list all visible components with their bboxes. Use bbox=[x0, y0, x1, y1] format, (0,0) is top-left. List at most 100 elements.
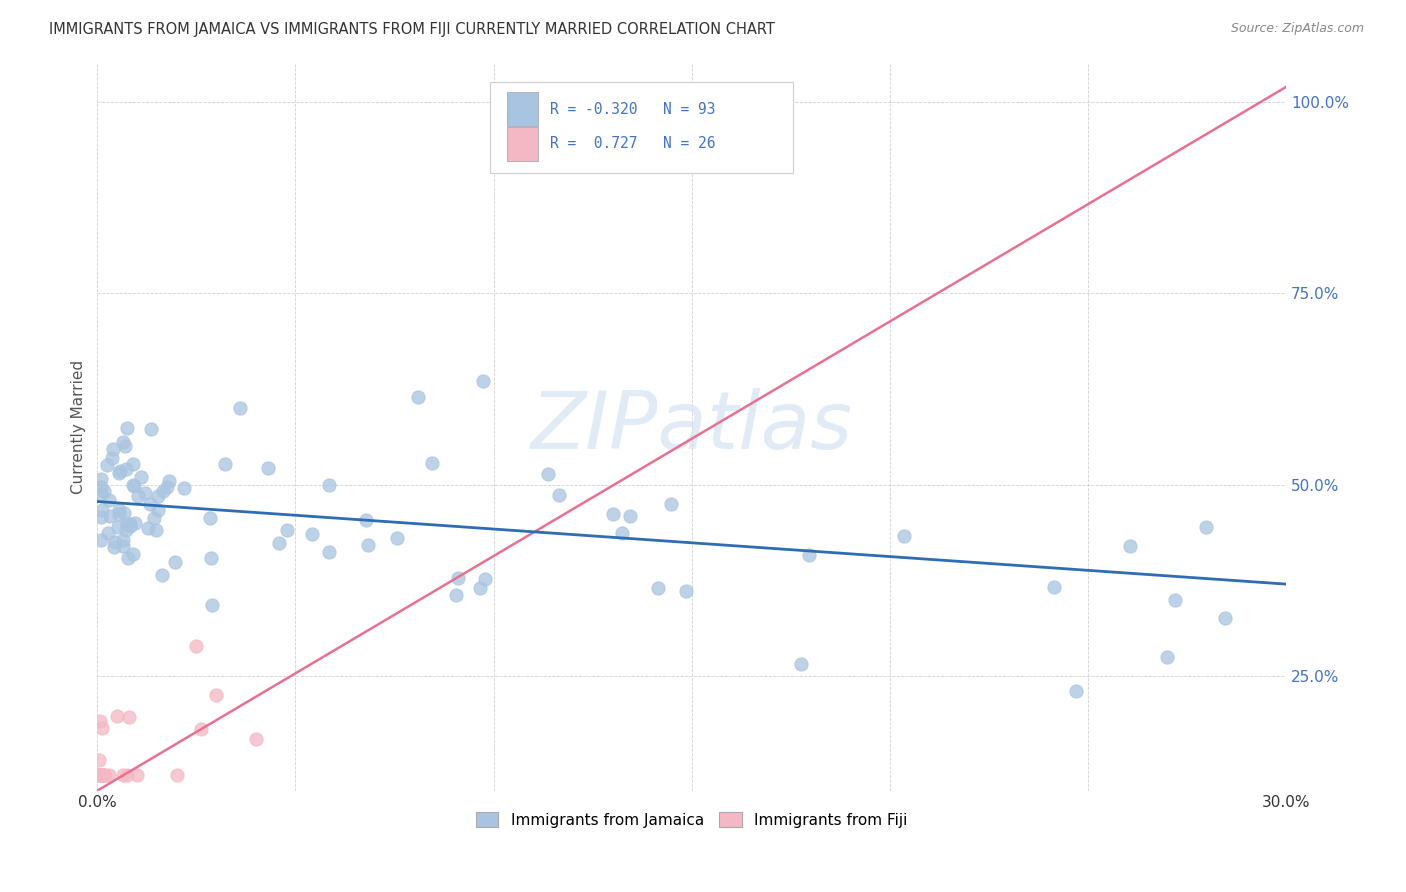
Point bbox=[112, 768, 135, 782]
Point bbox=[1064, 684, 1087, 698]
Point bbox=[201, 598, 224, 612]
Point bbox=[420, 456, 443, 470]
Text: IMMIGRANTS FROM JAMAICA VS IMMIGRANTS FROM FIJI CURRENTLY MARRIED CORRELATION CH: IMMIGRANTS FROM JAMAICA VS IMMIGRANTS FR… bbox=[49, 22, 775, 37]
Point bbox=[619, 509, 641, 524]
Point bbox=[354, 513, 377, 527]
Point bbox=[98, 509, 121, 524]
Point bbox=[90, 509, 112, 524]
Point bbox=[121, 547, 143, 561]
Point bbox=[90, 768, 112, 782]
Point bbox=[91, 768, 114, 782]
Point bbox=[186, 639, 208, 653]
Text: ZIPatlas: ZIPatlas bbox=[530, 388, 852, 467]
Point bbox=[91, 502, 114, 516]
Point bbox=[117, 517, 139, 532]
Point bbox=[198, 510, 221, 524]
Text: N = 26: N = 26 bbox=[664, 136, 716, 152]
Point bbox=[101, 451, 124, 466]
Point bbox=[114, 439, 136, 453]
Point bbox=[105, 708, 128, 723]
Point bbox=[134, 486, 156, 500]
Point bbox=[1156, 649, 1178, 664]
Point bbox=[112, 435, 135, 450]
Point bbox=[98, 768, 121, 782]
Point bbox=[143, 511, 166, 525]
Point bbox=[108, 465, 131, 479]
Text: R =  0.727: R = 0.727 bbox=[550, 136, 638, 152]
Point bbox=[200, 550, 222, 565]
Point bbox=[385, 531, 408, 545]
Point bbox=[117, 768, 139, 782]
Point bbox=[267, 536, 290, 550]
Point bbox=[111, 539, 134, 553]
Point bbox=[118, 710, 141, 724]
Point bbox=[318, 478, 340, 492]
Point bbox=[90, 768, 112, 782]
Y-axis label: Currently Married: Currently Married bbox=[72, 360, 86, 494]
Point bbox=[93, 768, 115, 782]
Point bbox=[470, 581, 492, 595]
Point bbox=[446, 571, 468, 585]
Point bbox=[124, 516, 146, 530]
Point bbox=[474, 572, 496, 586]
Point bbox=[129, 470, 152, 484]
Point bbox=[245, 731, 267, 746]
Point bbox=[107, 520, 129, 534]
Point bbox=[257, 461, 280, 475]
Point bbox=[122, 479, 145, 493]
Point bbox=[91, 768, 114, 782]
Point bbox=[89, 768, 111, 782]
Point bbox=[893, 528, 915, 542]
Point bbox=[108, 503, 131, 517]
Point bbox=[136, 520, 159, 534]
Point bbox=[472, 375, 495, 389]
Point bbox=[121, 458, 143, 472]
Point bbox=[127, 489, 149, 503]
Point bbox=[90, 768, 112, 782]
Point bbox=[537, 467, 560, 482]
Point bbox=[97, 526, 120, 541]
Point bbox=[156, 480, 179, 494]
Point bbox=[1195, 520, 1218, 534]
Point bbox=[548, 488, 571, 502]
Point bbox=[90, 472, 112, 486]
Point bbox=[602, 508, 624, 522]
Point bbox=[103, 540, 125, 554]
Point bbox=[1164, 592, 1187, 607]
Legend: Immigrants from Jamaica, Immigrants from Fiji: Immigrants from Jamaica, Immigrants from… bbox=[468, 804, 915, 835]
Point bbox=[117, 551, 139, 566]
Point bbox=[125, 768, 148, 782]
Point bbox=[301, 526, 323, 541]
Point bbox=[1119, 540, 1142, 554]
Point bbox=[115, 523, 138, 537]
Point bbox=[90, 487, 112, 501]
Point bbox=[108, 466, 131, 480]
Point bbox=[357, 539, 380, 553]
Point bbox=[647, 582, 669, 596]
Point bbox=[120, 518, 142, 533]
Point bbox=[108, 507, 131, 521]
Point bbox=[145, 523, 167, 537]
FancyBboxPatch shape bbox=[508, 93, 538, 126]
Point bbox=[229, 401, 252, 416]
Point bbox=[152, 483, 174, 498]
Point bbox=[120, 516, 142, 531]
Point bbox=[90, 533, 112, 547]
Text: Source: ZipAtlas.com: Source: ZipAtlas.com bbox=[1230, 22, 1364, 36]
Point bbox=[797, 548, 820, 562]
Point bbox=[104, 534, 127, 549]
Point bbox=[150, 567, 173, 582]
Text: R = -0.320: R = -0.320 bbox=[550, 102, 638, 117]
Point bbox=[166, 768, 188, 782]
Point bbox=[89, 768, 111, 782]
Point bbox=[118, 517, 141, 532]
Point bbox=[444, 588, 467, 602]
Point bbox=[157, 475, 180, 489]
Point bbox=[659, 497, 682, 511]
Point bbox=[318, 545, 340, 559]
Point bbox=[205, 688, 228, 702]
Point bbox=[89, 768, 111, 782]
Point bbox=[121, 478, 143, 492]
Point bbox=[148, 503, 170, 517]
FancyBboxPatch shape bbox=[489, 82, 793, 173]
